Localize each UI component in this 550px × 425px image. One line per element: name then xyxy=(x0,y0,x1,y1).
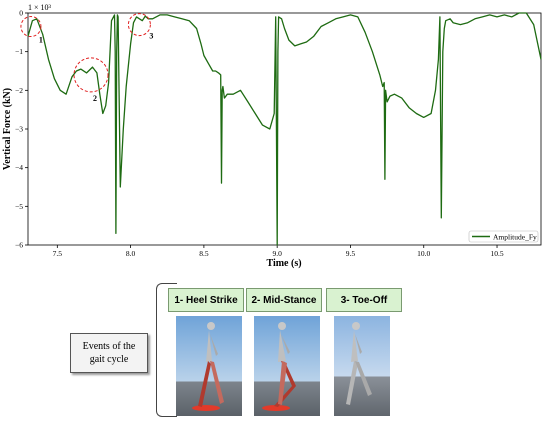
toe-off-image xyxy=(334,316,390,416)
y-axis-ticks: 0 −1 −2 −3 −4 −5 −6 xyxy=(15,9,28,250)
series-line xyxy=(27,12,542,246)
bracket xyxy=(156,283,177,417)
legend-label: Amplitude_Fy xyxy=(493,233,537,242)
x-tick-label: 10.5 xyxy=(490,249,503,258)
y-tick-label: −3 xyxy=(15,125,23,134)
y-multiplier-label: 1 × 10³ xyxy=(28,3,52,12)
annotation-circle xyxy=(73,57,109,93)
x-axis-label: Time (s) xyxy=(266,258,301,269)
annotation-label: 1 xyxy=(39,36,43,45)
legend-box xyxy=(468,230,539,243)
y-tick-label: −1 xyxy=(15,47,23,56)
y-tick-label: −5 xyxy=(15,202,23,211)
annotations: 1 2 3 xyxy=(20,13,153,103)
heel-strike-image xyxy=(176,316,242,416)
x-tick-label: 10.0 xyxy=(417,249,430,258)
y-axis-label: Vertical Force (kN) xyxy=(2,88,13,170)
y-tick-label: −6 xyxy=(15,241,23,250)
y-tick-label: 0 xyxy=(19,9,23,18)
annotation-label: 3 xyxy=(149,32,153,41)
force-chart: 7.5 8.0 8.5 9.0 9.5 10.0 10.5 0 −1 −2 −3 −4 −5 −6 1 2… xyxy=(2,3,542,269)
events-box: Events of the gait cycle xyxy=(70,333,148,373)
annotation-label: 2 xyxy=(93,94,97,103)
phase-label-heel-strike: 1- Heel Strike xyxy=(168,288,244,312)
annotation-circle xyxy=(127,13,151,37)
phase-label-toe-off: 3- Toe-Off xyxy=(326,288,402,312)
events-box-line1: Events of the xyxy=(82,341,136,352)
x-axis-ticks: 7.5 8.0 8.5 9.0 9.5 10.0 10.5 xyxy=(53,245,504,258)
plot-area xyxy=(27,12,542,246)
annotation-circle xyxy=(20,16,42,38)
x-tick-label: 9.0 xyxy=(272,249,282,258)
x-tick-label: 8.5 xyxy=(199,249,209,258)
legend: Amplitude_Fy xyxy=(468,230,539,243)
y-tick-label: −2 xyxy=(15,86,23,95)
x-tick-label: 7.5 xyxy=(53,249,63,258)
x-tick-label: 9.5 xyxy=(346,249,356,258)
events-box-line2: gait cycle xyxy=(89,354,129,365)
phase-label-mid-stance: 2- Mid-Stance xyxy=(246,288,322,312)
y-tick-label: −4 xyxy=(15,163,23,172)
series-group xyxy=(27,12,542,246)
x-tick-label: 8.0 xyxy=(126,249,136,258)
mid-stance-image xyxy=(254,316,320,416)
